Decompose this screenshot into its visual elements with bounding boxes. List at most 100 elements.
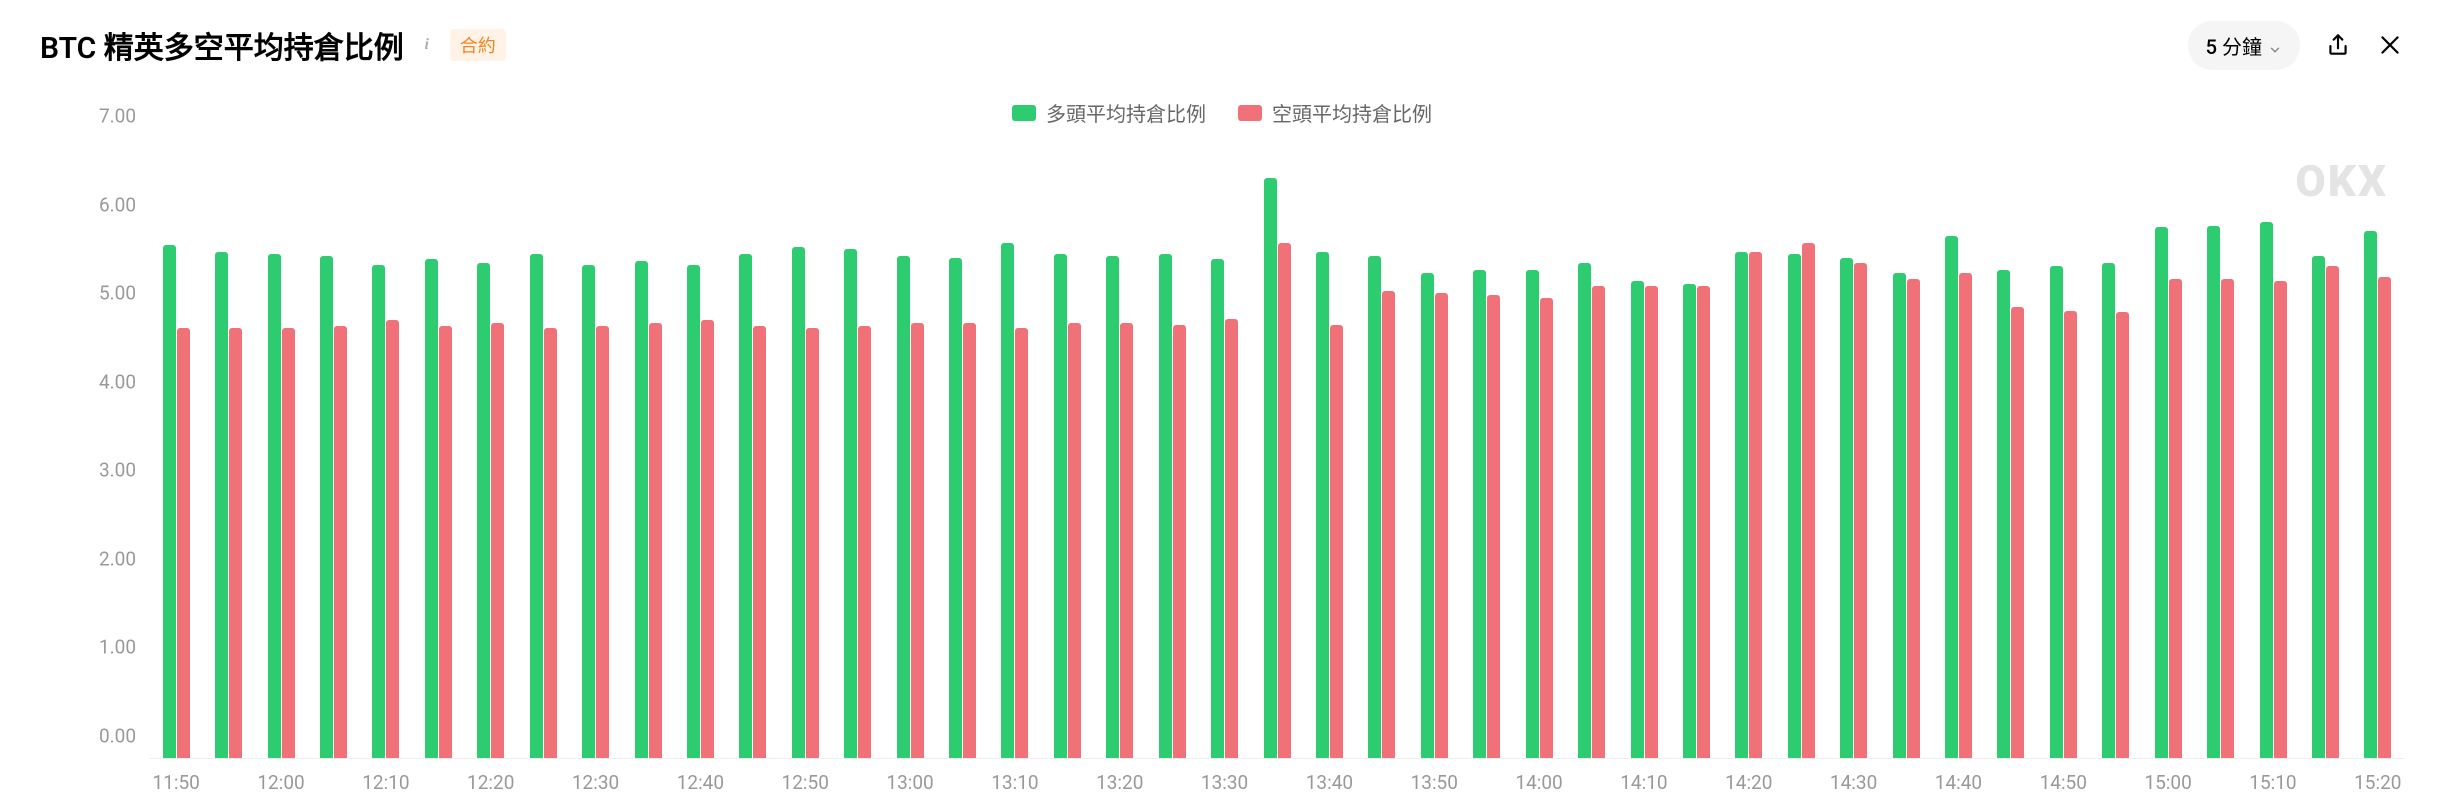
bar-long bbox=[739, 254, 752, 758]
bar-group[interactable] bbox=[1985, 139, 2037, 758]
bar-long bbox=[1840, 258, 1853, 759]
x-tick: 13:40 bbox=[1306, 771, 1353, 794]
bar-group[interactable] bbox=[150, 139, 202, 758]
bar-group[interactable] bbox=[412, 139, 464, 758]
legend-item-long[interactable]: 多頭平均持倉比例 bbox=[1012, 98, 1206, 127]
bar-group[interactable] bbox=[2194, 139, 2246, 758]
legend: 多頭平均持倉比例 空頭平均持倉比例 bbox=[40, 98, 2404, 127]
bar-short bbox=[1959, 273, 1972, 758]
x-tick: 12:00 bbox=[257, 771, 304, 794]
bar-group[interactable] bbox=[1880, 139, 1932, 758]
bar-group[interactable] bbox=[1461, 139, 1513, 758]
bar-long bbox=[792, 247, 805, 758]
bar-long bbox=[1683, 284, 1696, 758]
bar-long bbox=[1211, 259, 1224, 758]
bar-long bbox=[949, 258, 962, 759]
bar-group[interactable] bbox=[1618, 139, 1670, 758]
bar-group[interactable] bbox=[517, 139, 569, 758]
x-tick: 14:30 bbox=[1830, 771, 1877, 794]
share-icon[interactable] bbox=[2324, 31, 2352, 59]
bar-long bbox=[1316, 252, 1329, 758]
bar-group[interactable] bbox=[989, 139, 1041, 758]
bar-group[interactable] bbox=[255, 139, 307, 758]
bar-long bbox=[1106, 256, 1119, 758]
bar-group[interactable] bbox=[2090, 139, 2142, 758]
y-axis: 0.001.002.003.004.005.006.007.00 bbox=[40, 139, 150, 759]
bar-group[interactable] bbox=[936, 139, 988, 758]
bar-group[interactable] bbox=[2299, 139, 2351, 758]
bar-group[interactable] bbox=[202, 139, 254, 758]
x-tick: 14:50 bbox=[2040, 771, 2087, 794]
bar-long bbox=[635, 261, 648, 758]
bar-short bbox=[1645, 286, 1658, 758]
bar-group[interactable] bbox=[569, 139, 621, 758]
y-tick: 7.00 bbox=[99, 105, 136, 128]
bar-long bbox=[268, 254, 281, 758]
bar-short bbox=[1173, 325, 1186, 758]
bar-long bbox=[163, 245, 176, 758]
bar-long bbox=[320, 256, 333, 758]
bar-group[interactable] bbox=[465, 139, 517, 758]
y-tick: 1.00 bbox=[99, 636, 136, 659]
bar-group[interactable] bbox=[2247, 139, 2299, 758]
bar-group[interactable] bbox=[2352, 139, 2404, 758]
bar-short bbox=[1907, 279, 1920, 758]
bar-short bbox=[1749, 252, 1762, 758]
bar-group[interactable] bbox=[2142, 139, 2194, 758]
bar-group[interactable] bbox=[674, 139, 726, 758]
bar-group[interactable] bbox=[622, 139, 674, 758]
bar-group[interactable] bbox=[1513, 139, 1565, 758]
bar-group[interactable] bbox=[1198, 139, 1250, 758]
bar-group[interactable] bbox=[727, 139, 779, 758]
header: BTC 精英多空平均持倉比例 i 合約 5 分鐘 bbox=[40, 20, 2404, 70]
bar-group[interactable] bbox=[2037, 139, 2089, 758]
bar-group[interactable] bbox=[1146, 139, 1198, 758]
interval-dropdown[interactable]: 5 分鐘 bbox=[2188, 21, 2300, 70]
y-tick: 0.00 bbox=[99, 725, 136, 748]
bar-short bbox=[753, 326, 766, 758]
bar-long bbox=[372, 265, 385, 758]
bar-short bbox=[229, 328, 242, 758]
bar-group[interactable] bbox=[360, 139, 412, 758]
close-icon[interactable] bbox=[2376, 31, 2404, 59]
bar-group[interactable] bbox=[307, 139, 359, 758]
bar-group[interactable] bbox=[1723, 139, 1775, 758]
bar-group[interactable] bbox=[831, 139, 883, 758]
bar-group[interactable] bbox=[1670, 139, 1722, 758]
legend-item-short[interactable]: 空頭平均持倉比例 bbox=[1238, 98, 1432, 127]
bar-group[interactable] bbox=[779, 139, 831, 758]
bar-short bbox=[2011, 307, 2024, 758]
x-tick: 12:20 bbox=[467, 771, 514, 794]
bar-group[interactable] bbox=[1408, 139, 1460, 758]
bar-group[interactable] bbox=[1303, 139, 1355, 758]
info-icon[interactable]: i bbox=[416, 34, 438, 56]
x-tick: 12:40 bbox=[677, 771, 724, 794]
bar-short bbox=[596, 326, 609, 758]
bar-group[interactable] bbox=[1041, 139, 1093, 758]
bar-long bbox=[2155, 227, 2168, 758]
bar-group[interactable] bbox=[1565, 139, 1617, 758]
bar-long bbox=[844, 249, 857, 758]
x-tick: 12:30 bbox=[572, 771, 619, 794]
bar-short bbox=[1120, 323, 1133, 758]
bar-short bbox=[2274, 281, 2287, 759]
bar-long bbox=[1368, 256, 1381, 758]
bar-long bbox=[477, 263, 490, 758]
x-tick: 14:40 bbox=[1935, 771, 1982, 794]
y-tick: 6.00 bbox=[99, 193, 136, 216]
bar-short bbox=[1278, 243, 1291, 758]
bar-group[interactable] bbox=[1932, 139, 1984, 758]
bar-short bbox=[1697, 286, 1710, 758]
bar-long bbox=[215, 252, 228, 758]
bar-short bbox=[491, 323, 504, 758]
bar-short bbox=[2169, 279, 2182, 758]
bar-group[interactable] bbox=[1356, 139, 1408, 758]
bar-group[interactable] bbox=[1775, 139, 1827, 758]
bar-long bbox=[1054, 254, 1067, 758]
bar-group[interactable] bbox=[1251, 139, 1303, 758]
bar-group[interactable] bbox=[884, 139, 936, 758]
bar-long bbox=[1631, 281, 1644, 759]
bar-long bbox=[1159, 254, 1172, 758]
bar-group[interactable] bbox=[1094, 139, 1146, 758]
bar-group[interactable] bbox=[1828, 139, 1880, 758]
